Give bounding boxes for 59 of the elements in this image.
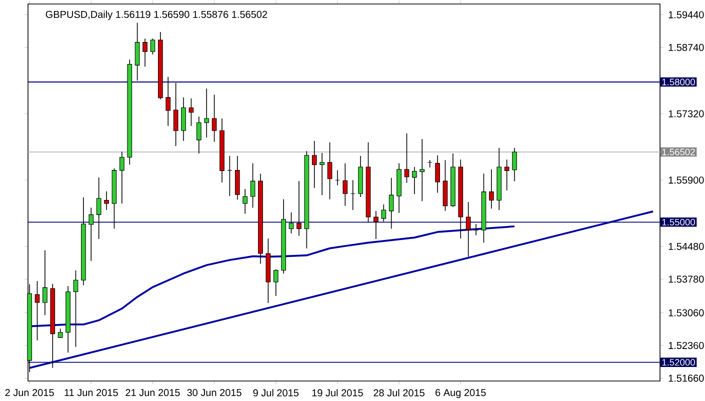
- candlestick: [150, 38, 156, 55]
- candlestick: [412, 166, 417, 195]
- candlestick: [435, 154, 440, 194]
- x-tick-label: 6 Aug 2015: [436, 389, 486, 398]
- candlestick: [512, 147, 517, 182]
- y-tick-label: 1.52360: [668, 342, 704, 350]
- ref-line-label: 1.58000: [662, 78, 695, 86]
- candlestick: [273, 268, 278, 296]
- candlestick: [166, 76, 171, 126]
- candlestick: [196, 116, 202, 154]
- candlestick: [374, 210, 378, 240]
- candlestick: [142, 38, 148, 67]
- candlestick: [204, 88, 210, 138]
- y-tick-label: 1.54480: [668, 242, 704, 250]
- ref-line-label: 1.56502: [662, 148, 695, 156]
- candlestick: [96, 176, 102, 240]
- candlestick: [88, 207, 94, 262]
- ref-line-label: 1.52000: [662, 359, 695, 366]
- candlestick: [288, 212, 294, 234]
- y-tick-label: 1.55900: [668, 176, 704, 184]
- candlestick: [342, 162, 348, 206]
- candlestick: [242, 188, 248, 214]
- candlestick: [296, 180, 302, 236]
- text: GBPUSD,Daily 1.56119 1.56590 1.55876 1.56502: [46, 10, 268, 20]
- x-tick-label: 19 Jul 2015: [312, 389, 363, 396]
- candlestick: [488, 168, 494, 210]
- x-tick-label: 2 Jun 2015: [5, 389, 54, 396]
- x-tick-label: 28 Jul 2015: [374, 389, 424, 396]
- y-tick-label: 1.58740: [668, 44, 704, 51]
- candlestick: [212, 94, 217, 142]
- candlestick: [250, 162, 256, 208]
- y-tick-label: 1.51660: [668, 374, 704, 382]
- y-tick-label: 1.57320: [668, 110, 704, 118]
- candlestick: [420, 138, 425, 202]
- y-tick-label: 1.53060: [668, 309, 704, 316]
- y-tick-label: 1.59440: [668, 11, 704, 18]
- candlestick: [134, 22, 140, 82]
- candlestick: [381, 204, 386, 222]
- x-tick-label: 11 Jun 2015: [64, 389, 118, 396]
- candlestick: [119, 151, 124, 204]
- candlestick: [327, 142, 332, 200]
- candlestick: [188, 98, 194, 126]
- candlestick: [42, 250, 48, 316]
- x-tick-label: 30 Jun 2015: [187, 389, 242, 396]
- candlestick: [73, 270, 78, 348]
- y-tick-label: 1.53780: [668, 276, 704, 283]
- candlestick: [104, 190, 109, 210]
- candlestick: [504, 159, 510, 191]
- candlestick: [388, 177, 394, 230]
- candlestick: [466, 202, 471, 258]
- candlestick: [320, 152, 324, 196]
- candlestick: [181, 97, 186, 142]
- x-tick-label: 9 Jul 2015: [253, 389, 299, 396]
- candlestick: [34, 280, 40, 341]
- candlestick: [404, 133, 410, 184]
- ref-line-label: 1.55000: [662, 218, 695, 226]
- x-tick-label: 21 Jun 2015: [126, 389, 180, 396]
- candlestick: [173, 82, 178, 146]
- candlestick: [312, 140, 317, 188]
